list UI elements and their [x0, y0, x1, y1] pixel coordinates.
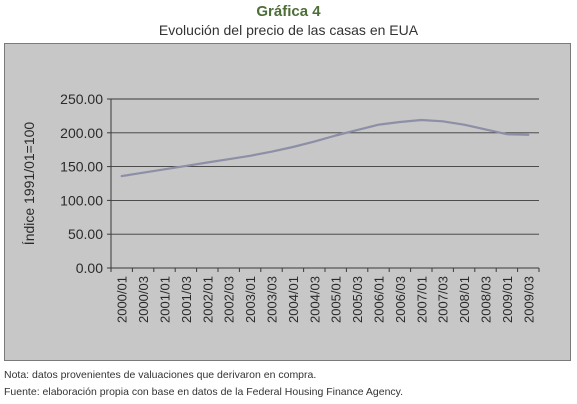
x-tick-label: 2009/03	[521, 276, 536, 323]
x-tick-label: 2009/01	[500, 276, 515, 323]
x-tick-label: 2001/03	[179, 276, 194, 323]
x-tick-label: 2005/01	[329, 276, 344, 323]
x-tick-label: 2004/03	[307, 276, 322, 323]
y-axis-label: Índice 1991/01=100	[21, 122, 37, 246]
y-tick-label: 50.00	[68, 226, 103, 242]
x-tick-label: 2003/01	[243, 276, 258, 323]
chart-title: Gráfica 4	[256, 3, 321, 20]
x-tick-label: 2001/01	[158, 276, 173, 323]
line-chart: 0.00 50.00 100.00 150.00 200.00 250.00 2000/0…	[21, 91, 540, 323]
x-tick-label: 2003/03	[265, 276, 280, 323]
x-tick-label: 2008/03	[479, 276, 494, 323]
y-tick-label: 0.00	[76, 260, 103, 276]
series-line	[120, 118, 530, 178]
x-tick-label: 2004/01	[286, 276, 301, 323]
series-lines	[120, 118, 530, 178]
x-tick-labels: 2000/01 2000/03 2001/01 2001/03 2002/01 2002/…	[110, 268, 540, 323]
x-tick-label: 2002/01	[200, 276, 215, 323]
x-tick-label: 2005/03	[350, 276, 365, 323]
x-tick-label: 2007/01	[414, 276, 429, 323]
y-tick-label: 200.00	[60, 125, 103, 141]
y-tick-labels: 0.00 50.00 100.00 150.00 200.00 250.00	[60, 91, 111, 276]
x-tick-label: 2000/03	[136, 276, 151, 323]
chart-area	[4, 43, 571, 361]
y-tick-label: 150.00	[60, 159, 103, 175]
x-tick-label: 2007/03	[436, 276, 451, 323]
x-tick-label: 2002/03	[222, 276, 237, 323]
x-tick-label: 2006/01	[372, 276, 387, 323]
x-tick-label: 2000/01	[115, 276, 130, 323]
axes	[110, 99, 539, 269]
x-tick-label: 2008/01	[457, 276, 472, 323]
chart-source: Fuente: elaboración propia con base en d…	[4, 386, 404, 398]
chart-note: Nota: datos provenientes de valuaciones …	[4, 369, 317, 381]
chart-subtitle: Evolución del precio de las casas en EUA	[158, 22, 419, 38]
y-tick-label: 250.00	[60, 91, 103, 107]
y-axis-label-group: Índice 1991/01=100	[21, 122, 37, 246]
y-tick-label: 100.00	[60, 192, 103, 208]
x-tick-label: 2006/03	[393, 276, 408, 323]
